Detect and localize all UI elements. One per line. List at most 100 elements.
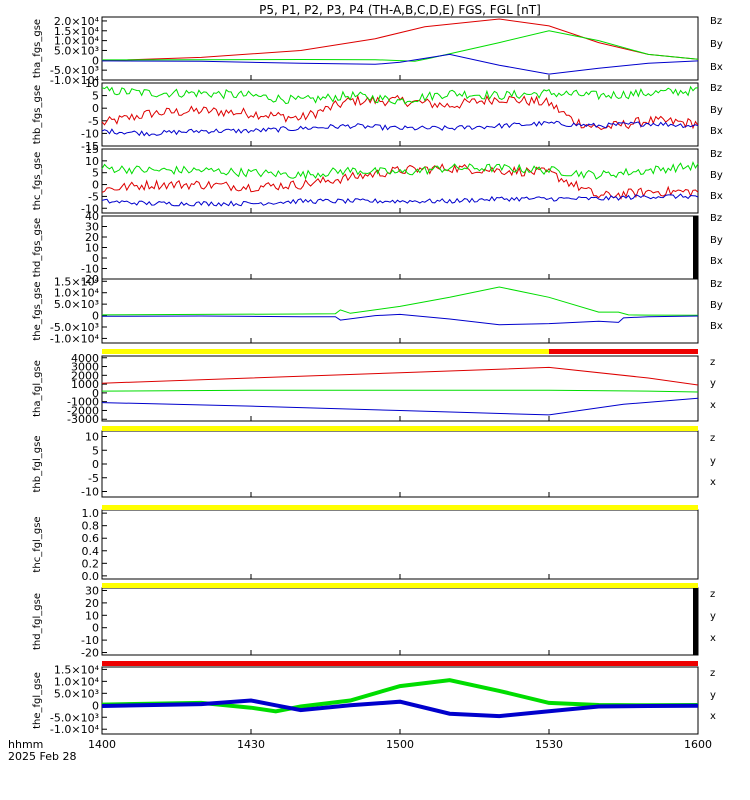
y-tick-label: 0.6 [82,532,100,545]
y-tick-label: 20 [85,231,99,244]
legend-item-By: By [710,300,723,311]
y-tick-label: 0 [92,252,99,265]
status-bar [102,426,698,431]
time-format-label: hhmm [8,738,43,751]
y-tick-label: -5 [88,472,99,485]
y-tick-label: 0.4 [82,545,100,558]
y-axis-label: tha_fgs_gse [32,19,43,78]
legend-item-Bz: Bz [710,213,722,224]
legend-item-Bx: Bx [710,62,723,73]
y-tick-label: 0 [92,310,99,323]
y-tick-label: 3000 [71,361,99,374]
series-line-By [101,85,699,105]
y-axis-label: thd_fgl_gse [32,593,43,650]
legend-item-x: x [710,477,716,488]
y-tick-label: 5 [92,167,99,180]
status-bar [102,583,698,588]
legend-item-x: x [710,400,716,411]
legend-item-x: x [710,633,716,644]
y-tick-label: 0 [92,102,99,115]
y-tick-label: 2.0×10⁴ [54,15,100,28]
y-tick-label: -10 [81,634,99,647]
y-tick-label: -10 [81,202,99,215]
y-tick-label: 10 [85,431,99,444]
data-gap-edge [693,216,698,279]
y-tick-label: 1.0 [82,507,100,520]
legend-item-y: y [710,690,716,701]
legend-item-y: y [710,456,716,467]
panel-frame [101,430,699,498]
y-tick-label: 30 [85,584,99,597]
y-tick-label: -1.0×10⁴ [50,74,100,87]
y-tick-label: 30 [85,221,99,234]
series-line-x [101,397,699,416]
y-axis-label: the_fgs_gse [32,281,43,340]
y-tick-label: 1000 [71,378,99,391]
y-tick-label: 1.5×10⁴ [54,275,100,288]
y-tick-label: -10 [81,486,99,499]
y-tick-label: -5.0×10³ [50,64,99,77]
y-tick-label: 10 [85,609,99,622]
y-axis-label: thd_fgs_gse [32,218,43,277]
series-line-y [101,389,699,393]
y-tick-label: 1.5×10⁴ [54,25,100,38]
panel-frame [101,148,699,214]
y-tick-label: -10 [81,127,99,140]
y-tick-label: -1000 [67,396,99,409]
y-tick-label: 20 [85,597,99,610]
legend-item-Bz: Bz [710,16,722,27]
x-tick-label: 1530 [535,738,563,751]
panel-frame [101,587,699,656]
y-tick-label: 10 [85,242,99,255]
legend-item-y: y [710,611,716,622]
y-tick-label: -5 [88,115,99,128]
legend-item-By: By [710,170,723,181]
series-line-By [101,161,699,181]
date-label: 2025 Feb 28 [8,750,76,763]
y-tick-label: 10 [85,155,99,168]
status-bar [102,505,698,510]
legend-item-By: By [710,39,723,50]
x-tick-label: 1600 [684,738,712,751]
legend-item-y: y [710,378,716,389]
x-tick-label: 1430 [237,738,265,751]
y-tick-label: -20 [81,273,99,286]
series-line-Bz [101,18,699,62]
y-tick-label: -5.0×10³ [50,711,99,724]
series-line-Bz [101,163,699,200]
series-line-Bz [101,94,699,131]
x-tick-label: 1400 [88,738,116,751]
y-tick-label: 0.2 [82,557,100,570]
status-bar [102,349,549,354]
series-line-z [101,366,699,386]
panel-frame [101,278,699,344]
y-tick-label: 0 [92,179,99,192]
x-tick-label: 1500 [386,738,414,751]
plot-title: P5, P1, P2, P3, P4 (TH-A,B,C,D,E) FGS, F… [259,3,541,17]
y-tick-label: -1.0×10⁴ [50,332,100,345]
panel-frame [101,82,699,147]
legend-item-Bx: Bx [710,126,723,137]
y-axis-label: thb_fgl_gse [32,436,43,493]
y-tick-label: 0 [92,54,99,67]
y-tick-label: 5 [92,90,99,103]
y-axis-label: thb_fgs_gse [32,85,43,144]
panel-thc_fgl: 1.00.80.60.40.20.0 thc_fgl_gse [32,505,699,583]
legend-item-x: x [710,711,716,722]
panel-frame [101,355,699,422]
y-tick-label: -5.0×10³ [50,321,99,334]
y-tick-label: -15 [81,140,99,153]
y-tick-label: 1.0×10⁴ [54,287,100,300]
y-tick-label: 1.0×10⁴ [54,675,100,688]
y-tick-label: -1.0×10⁴ [50,723,100,736]
y-tick-label: 1.0×10⁴ [54,35,100,48]
y-axis-label: the_fgl_gse [32,672,43,729]
series-line-x [101,698,699,719]
